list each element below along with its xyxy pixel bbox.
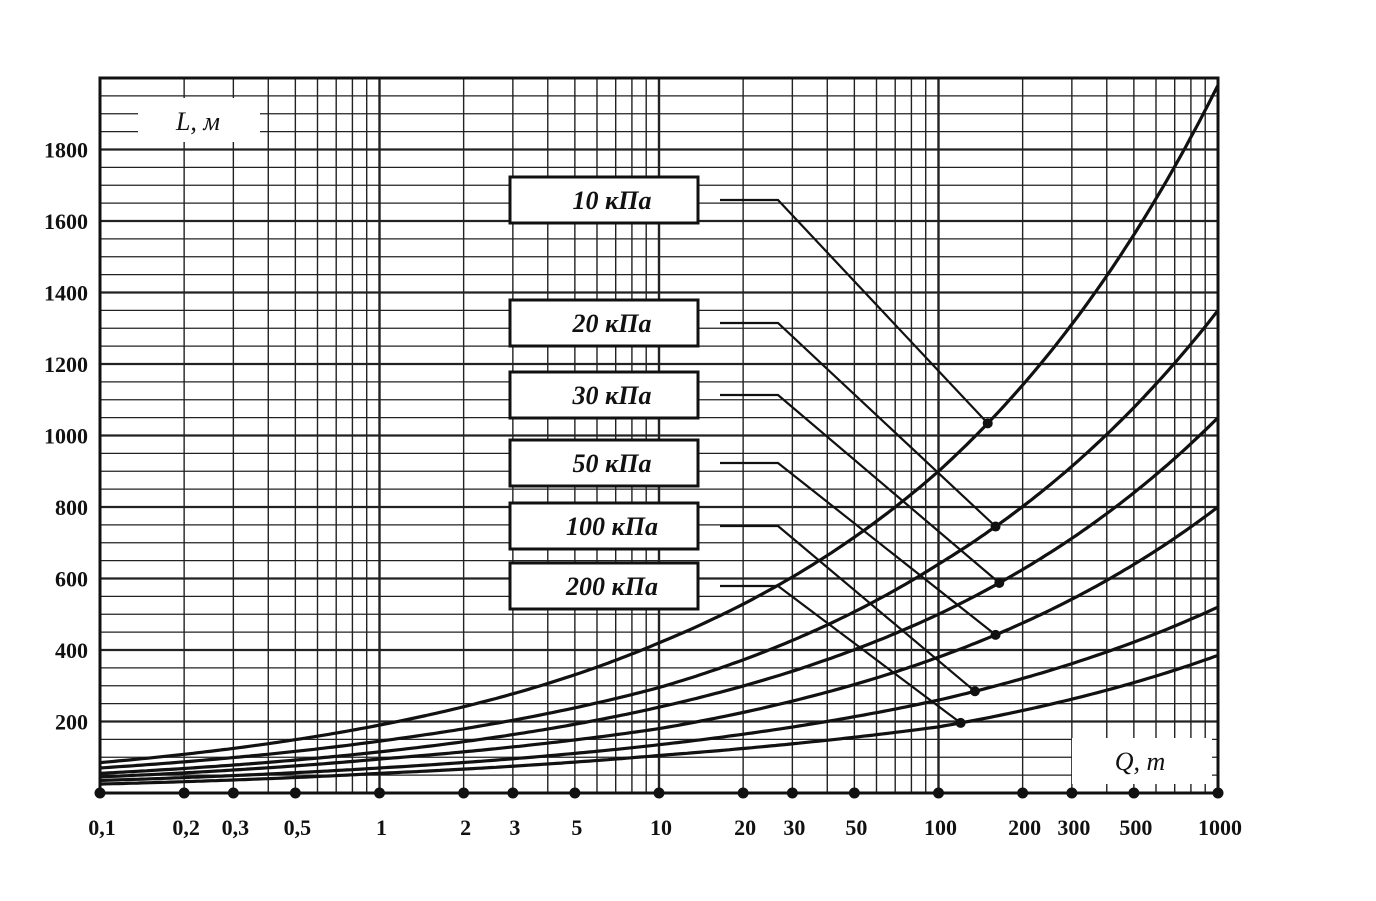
series-label: 100 кПа (566, 512, 658, 541)
series-label-box (508, 298, 700, 348)
curves (99, 84, 1220, 786)
series-line (99, 309, 1220, 770)
x-tick-dot (94, 787, 106, 799)
x-tick-dot (289, 787, 301, 799)
x-tick-dot (1017, 787, 1029, 799)
y-tick-label: 400 (55, 638, 88, 663)
x-tick-label: 0,3 (222, 815, 250, 840)
ylabel-background (138, 98, 260, 142)
x-tick-label: 2 (460, 815, 471, 840)
series-leader-line (720, 584, 962, 724)
y-tick-label: 1000 (44, 424, 88, 449)
y-tick-label: 600 (55, 567, 88, 592)
series-label-box (508, 561, 700, 611)
series-leader-line (720, 524, 976, 693)
y-tick-label: 1600 (44, 209, 88, 234)
y-axis-ticks: 200 400 600 800 1000 1200 1400 1600 1800 (44, 138, 88, 735)
series-line (99, 505, 1219, 779)
x-tick-label: 5 (571, 815, 582, 840)
x-tick-label: 50 (845, 815, 867, 840)
series-label: 50 кПа (573, 449, 652, 478)
x-tick-label: 30 (783, 815, 805, 840)
x-tick-dot (227, 787, 239, 799)
x-tick-dot (737, 787, 749, 799)
x-tick-dot (569, 787, 581, 799)
series-label-box (508, 438, 700, 488)
x-tick-dot (374, 787, 385, 799)
x-tick-label: 0,2 (172, 815, 200, 840)
series-line (99, 416, 1220, 775)
x-tick-label: 300 (1057, 815, 1090, 840)
series-leader-line (720, 198, 989, 425)
series-label: 30 кПа (572, 381, 652, 410)
series-label-box (508, 501, 700, 551)
x-tick-label: 500 (1119, 815, 1152, 840)
series-line (99, 605, 1219, 783)
y-tick-label: 1200 (44, 352, 88, 377)
series-label: 200 кПа (565, 572, 658, 601)
x-tick-dot (848, 787, 860, 799)
x-tick-label: 1 (376, 815, 387, 840)
y-tick-label: 1400 (44, 281, 88, 306)
x-axis-ticks: 0,1 0,2 0,3 0,5 1 2 3 5 10 20 30 50 100 200 300 500 1000 (88, 787, 1242, 840)
x-tick-dot (933, 787, 944, 799)
series-label: 20 кПа (572, 309, 652, 338)
x-tick-label: 1000 (1198, 815, 1242, 840)
x-tick-label: 200 (1008, 815, 1041, 840)
grid (100, 78, 1218, 793)
x-tick-dot (1212, 787, 1224, 799)
series-line (99, 84, 1220, 765)
x-tick-label: 100 (924, 815, 957, 840)
axis-titles: L, м Q, т (138, 98, 1212, 784)
x-axis-title: Q, т (1115, 747, 1166, 776)
x-tick-dot (458, 787, 470, 799)
y-tick-label: 1800 (44, 138, 88, 163)
x-tick-dot (1066, 787, 1078, 799)
series-leader-line (720, 321, 997, 528)
y-tick-label: 800 (55, 495, 88, 520)
y-tick-label: 200 (55, 710, 88, 735)
x-tick-dot (653, 787, 665, 799)
series-labels: 10 кПа 20 кПа 30 кПа 50 кПа 100 кПа 200 кПа (508, 175, 1001, 724)
x-tick-dot (786, 787, 798, 799)
x-tick-label: 20 (734, 815, 756, 840)
y-axis-title: L, м (175, 107, 220, 136)
x-tick-label: 0,1 (88, 815, 116, 840)
xlabel-background (1072, 738, 1212, 784)
x-tick-dot (1128, 787, 1140, 799)
x-tick-label: 10 (650, 815, 672, 840)
series-label-box (508, 370, 700, 420)
series-leader-line (720, 461, 997, 636)
x-tick-dot (507, 787, 519, 799)
series-label: 10 кПа (573, 186, 652, 215)
series-leader-line (720, 393, 1001, 584)
series-line (99, 653, 1219, 786)
x-tick-label: 3 (509, 815, 520, 840)
x-tick-dot (178, 787, 190, 799)
x-tick-label: 0,5 (284, 815, 312, 840)
series-label-box (508, 175, 700, 225)
